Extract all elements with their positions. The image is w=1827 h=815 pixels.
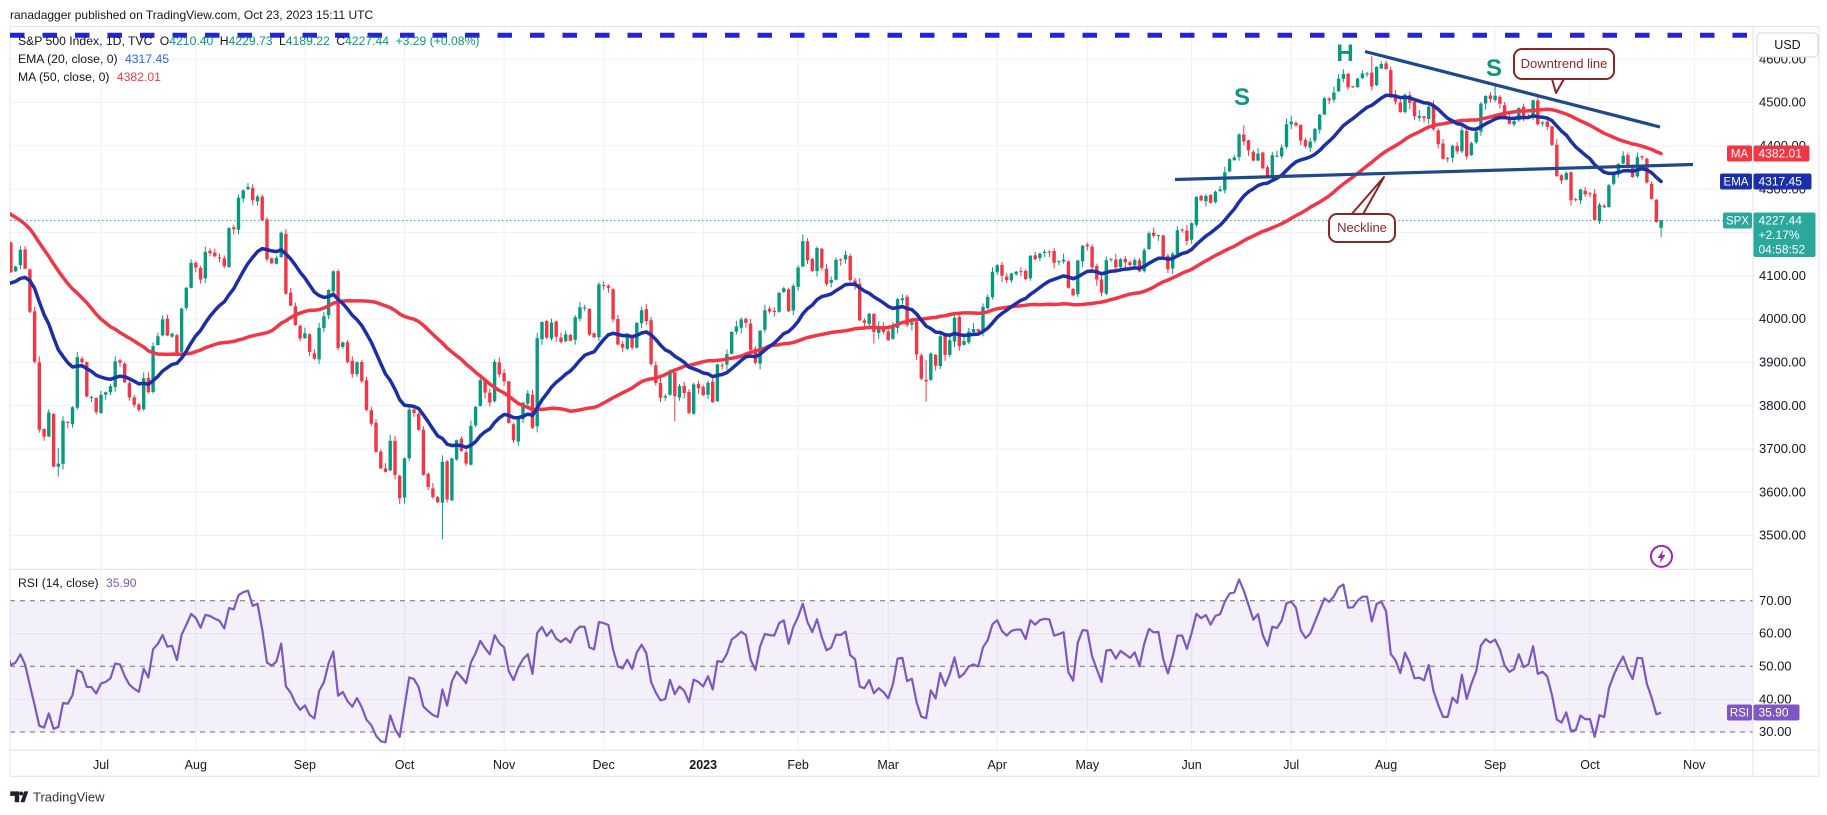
svg-text:Aug: Aug [1375,758,1397,772]
svg-text:Jun: Jun [1182,758,1202,772]
svg-text:SPX: SPX [1726,216,1749,228]
svg-text:Sep: Sep [294,758,316,772]
svg-text:50.00: 50.00 [1759,659,1792,674]
svg-text:2023: 2023 [689,758,717,772]
svg-text:Nov: Nov [1683,758,1706,772]
svg-text:S: S [1486,55,1502,82]
svg-text:3500.00: 3500.00 [1759,528,1806,543]
svg-text:4227.44: 4227.44 [1759,214,1803,228]
svg-text:+2.17%: +2.17% [1759,228,1800,242]
svg-text:35.90: 35.90 [1759,706,1789,720]
svg-text:Apr: Apr [987,758,1006,772]
svg-text:Feb: Feb [787,758,809,772]
svg-text:30.00: 30.00 [1759,724,1792,739]
svg-text:Jul: Jul [1283,758,1299,772]
svg-text:MA: MA [1731,149,1749,161]
svg-text:MA (50, close, 0) 4382.01: MA (50, close, 0) 4382.01 [18,70,161,84]
svg-text:Nov: Nov [493,758,516,772]
svg-text:Jul: Jul [93,758,109,772]
svg-text:S&P 500 Index, 1D, TVC O4210.: S&P 500 Index, 1D, TVC O4210.40 H4229.73… [18,34,479,48]
svg-text:ranadagger published on Tradin: ranadagger published on TradingView.com,… [10,8,373,22]
svg-text:Oct: Oct [1580,758,1600,772]
svg-text:USD: USD [1774,38,1800,52]
svg-text:H: H [1336,40,1353,67]
svg-text:70.00: 70.00 [1759,593,1792,608]
svg-text:40.00: 40.00 [1759,691,1792,706]
svg-text:04:58:52: 04:58:52 [1759,243,1806,257]
svg-text:4100.00: 4100.00 [1759,268,1806,283]
svg-text:S: S [1234,84,1250,111]
svg-text:3700.00: 3700.00 [1759,441,1806,456]
svg-text:4382.01: 4382.01 [1759,147,1803,161]
svg-text:Neckline: Neckline [1337,220,1387,235]
svg-text:May: May [1075,758,1099,772]
svg-text:3900.00: 3900.00 [1759,355,1806,370]
svg-text:TradingView: TradingView [33,790,105,805]
svg-text:EMA: EMA [1724,177,1749,189]
svg-text:Dec: Dec [592,758,614,772]
svg-text:Mar: Mar [877,758,899,772]
svg-text:60.00: 60.00 [1759,626,1792,641]
svg-text:RSI: RSI [1730,708,1749,720]
svg-text:RSI (14, close) 35.90: RSI (14, close) 35.90 [18,576,137,590]
svg-text:Aug: Aug [185,758,207,772]
svg-text:3600.00: 3600.00 [1759,484,1806,499]
svg-text:3800.00: 3800.00 [1759,398,1806,413]
svg-text:Sep: Sep [1484,758,1506,772]
svg-text:Downtrend line: Downtrend line [1521,56,1608,71]
svg-text:4500.00: 4500.00 [1759,95,1806,110]
svg-text:Oct: Oct [395,758,415,772]
svg-text:4000.00: 4000.00 [1759,311,1806,326]
svg-text:EMA (20, close, 0) 4317.45: EMA (20, close, 0) 4317.45 [18,52,169,66]
svg-text:4317.45: 4317.45 [1759,175,1803,189]
